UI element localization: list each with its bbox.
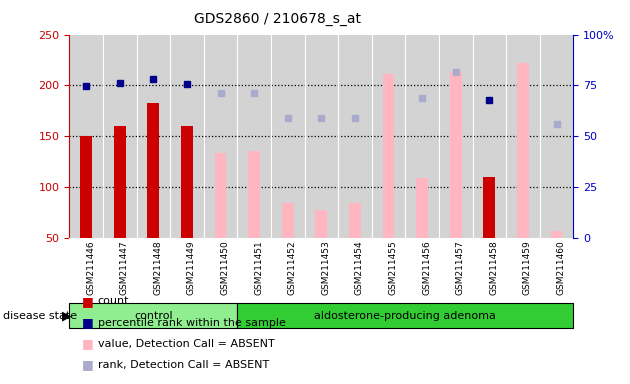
Bar xyxy=(382,74,394,238)
Bar xyxy=(282,204,294,238)
Bar xyxy=(338,35,372,238)
Text: GSM211447: GSM211447 xyxy=(120,240,129,295)
Bar xyxy=(551,231,563,238)
Text: GSM211451: GSM211451 xyxy=(254,240,263,295)
Text: GSM211458: GSM211458 xyxy=(490,240,498,295)
Text: GSM211449: GSM211449 xyxy=(187,240,196,295)
Bar xyxy=(238,35,271,238)
Bar xyxy=(450,72,462,238)
Text: rank, Detection Call = ABSENT: rank, Detection Call = ABSENT xyxy=(98,360,269,370)
Text: value, Detection Call = ABSENT: value, Detection Call = ABSENT xyxy=(98,339,275,349)
Text: ▶: ▶ xyxy=(62,310,71,322)
Bar xyxy=(316,210,327,238)
Bar xyxy=(472,35,506,238)
Bar xyxy=(271,35,304,238)
Text: count: count xyxy=(98,296,129,306)
Bar xyxy=(203,35,238,238)
Bar xyxy=(405,35,439,238)
Bar xyxy=(215,152,226,238)
Text: GSM211455: GSM211455 xyxy=(389,240,398,295)
Text: aldosterone-producing adenoma: aldosterone-producing adenoma xyxy=(314,311,496,321)
Text: GSM211446: GSM211446 xyxy=(86,240,95,295)
Bar xyxy=(137,35,170,238)
Bar xyxy=(248,151,260,238)
Text: GSM211450: GSM211450 xyxy=(220,240,229,295)
Bar xyxy=(69,35,103,238)
Text: GSM211456: GSM211456 xyxy=(422,240,431,295)
Bar xyxy=(517,63,529,238)
Text: GSM211457: GSM211457 xyxy=(455,240,465,295)
Text: GSM211459: GSM211459 xyxy=(523,240,532,295)
Text: control: control xyxy=(134,311,173,321)
Bar xyxy=(483,177,495,238)
Text: ■: ■ xyxy=(82,337,94,350)
Bar xyxy=(540,35,573,238)
Text: GSM211460: GSM211460 xyxy=(556,240,566,295)
Bar xyxy=(114,126,125,238)
Text: GSM211453: GSM211453 xyxy=(321,240,330,295)
Text: ■: ■ xyxy=(82,358,94,371)
Text: percentile rank within the sample: percentile rank within the sample xyxy=(98,318,285,328)
Bar xyxy=(69,303,238,328)
Text: ■: ■ xyxy=(82,295,94,308)
Bar xyxy=(506,35,540,238)
Text: GSM211452: GSM211452 xyxy=(288,240,297,295)
Bar xyxy=(238,303,573,328)
Bar xyxy=(304,35,338,238)
Bar xyxy=(181,126,193,238)
Bar xyxy=(416,178,428,238)
Bar xyxy=(349,204,361,238)
Bar xyxy=(147,103,159,238)
Text: disease state: disease state xyxy=(3,311,77,321)
Bar xyxy=(170,35,203,238)
Bar xyxy=(103,35,137,238)
Bar xyxy=(439,35,472,238)
Bar xyxy=(80,136,92,238)
Text: GSM211454: GSM211454 xyxy=(355,240,364,295)
Text: ■: ■ xyxy=(82,316,94,329)
Text: GDS2860 / 210678_s_at: GDS2860 / 210678_s_at xyxy=(193,12,361,25)
Bar xyxy=(372,35,405,238)
Text: GSM211448: GSM211448 xyxy=(153,240,163,295)
